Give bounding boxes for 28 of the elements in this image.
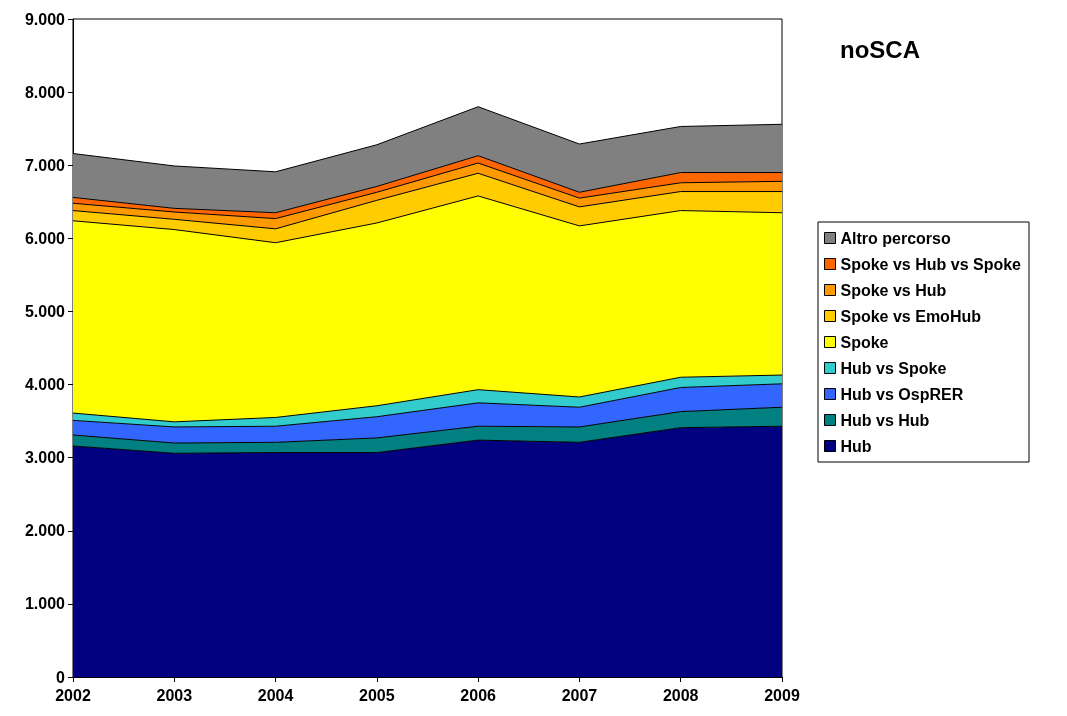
y-tick-label: 5.000 — [24, 302, 66, 320]
x-tick-label: 2003 — [156, 686, 193, 704]
x-tick-label: 2002 — [55, 686, 91, 704]
legend-label: Spoke — [840, 333, 889, 351]
y-tick-label: 7.000 — [24, 156, 66, 174]
legend-label: Hub vs Hub — [840, 411, 930, 429]
legend-label: Spoke vs EmoHub — [840, 307, 982, 325]
legend-label: Spoke vs Hub vs Spoke — [840, 255, 1022, 273]
legend-label: Hub — [840, 437, 872, 455]
x-tick-label: 2004 — [257, 686, 294, 704]
legend-label: Spoke vs Hub — [840, 281, 947, 299]
y-tick-label: 0 — [56, 668, 66, 686]
x-tick-label: 2005 — [359, 686, 395, 704]
legend-label: Hub vs OspRER — [840, 385, 964, 403]
y-tick-label: 3.000 — [24, 449, 66, 467]
y-tick-label: 4.000 — [24, 376, 66, 394]
legend-label: Hub vs Spoke — [840, 359, 947, 377]
legend-label: Altro percorso — [840, 229, 951, 247]
text: noSCA — [840, 35, 920, 63]
y-tick-label: 9.000 — [24, 10, 66, 28]
x-tick-label: 2006 — [460, 686, 497, 704]
x-tick-label: 2008 — [662, 686, 699, 704]
y-tick-label: 6.000 — [24, 229, 66, 247]
y-tick-label: 8.000 — [24, 83, 66, 101]
y-tick-label: 1.000 — [24, 595, 66, 613]
x-tick-label: 2009 — [764, 686, 800, 704]
x-tick-label: 2007 — [561, 686, 598, 704]
y-tick-label: 2.000 — [24, 522, 66, 540]
